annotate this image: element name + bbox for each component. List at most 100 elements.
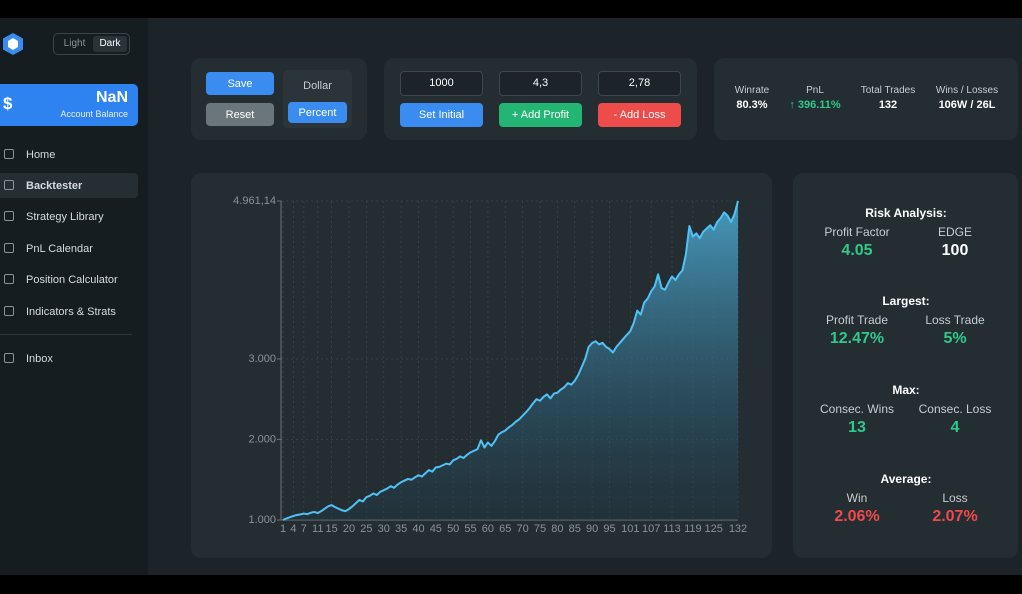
- risk-value: 2.07%: [932, 508, 978, 525]
- nav-icon: [4, 353, 14, 363]
- nav-icon: [4, 274, 14, 284]
- stat-value: 132: [878, 99, 898, 111]
- nav-item[interactable]: Backtester: [0, 173, 138, 198]
- stat-label: Total Trades: [860, 85, 916, 96]
- x-tick-label: 4: [290, 523, 296, 535]
- equity-area: [283, 201, 738, 520]
- x-tick-label: 55: [464, 523, 476, 535]
- x-tick-label: 101: [621, 523, 639, 535]
- nav-item[interactable]: Inbox: [26, 352, 53, 365]
- nav-item[interactable]: Indicators & Strats: [26, 305, 116, 318]
- risk-label: Consec. Wins: [819, 402, 895, 416]
- bottom-bar: [0, 575, 1022, 594]
- toggle-light[interactable]: Light: [63, 38, 86, 49]
- risk-title: Max:: [892, 383, 920, 397]
- trade-button[interactable]: Set Initial: [400, 103, 483, 127]
- nav-item[interactable]: Home: [26, 148, 56, 161]
- nav-item[interactable]: Position Calculator: [26, 273, 118, 286]
- risk-label: Profit Factor: [824, 225, 890, 239]
- x-tick-label: 30: [378, 523, 390, 535]
- x-tick-label: 95: [603, 523, 615, 535]
- x-tick-label: 75: [534, 523, 546, 535]
- risk-label: Consec. Loss: [918, 402, 992, 416]
- risk-label: Loss: [942, 491, 968, 505]
- risk-title: Largest:: [882, 294, 930, 308]
- risk-value: 4.05: [841, 242, 873, 259]
- nav-divider: [0, 334, 132, 335]
- sidebar: Light Dark $ NaN Account Balance: [0, 18, 148, 575]
- unit-toggle: Dollar Percent: [283, 70, 352, 128]
- stat-value: 106W / 26L: [938, 99, 996, 111]
- amount-input[interactable]: 1000: [400, 71, 483, 96]
- risk-value: 12.47%: [829, 330, 885, 347]
- risk-value: 13: [848, 419, 866, 436]
- x-tick-label: 7: [301, 523, 307, 535]
- amount-input[interactable]: 2,78: [598, 71, 681, 96]
- balance-value: NaN: [95, 89, 128, 106]
- x-tick-label: 50: [447, 523, 459, 535]
- dollar-option[interactable]: Dollar: [303, 80, 332, 92]
- nav-item[interactable]: PnL Calendar: [26, 242, 93, 255]
- x-tick-label: 119: [684, 523, 702, 535]
- x-tick-label: 85: [569, 523, 581, 535]
- stat-label: Winrate: [734, 85, 770, 96]
- risk-panel: [793, 173, 1018, 558]
- x-tick-label: 20: [343, 523, 355, 535]
- x-tick-label: 70: [517, 523, 529, 535]
- logo: [3, 33, 23, 55]
- save-button[interactable]: Save: [206, 72, 274, 95]
- y-tick-label: 1.000: [248, 514, 276, 526]
- x-tick-label: 1: [280, 523, 286, 535]
- x-tick-label: 80: [551, 523, 563, 535]
- nav-icon: [4, 180, 14, 190]
- y-tick-label: 2.000: [248, 433, 276, 445]
- risk-value: 5%: [943, 330, 967, 347]
- x-tick-label: 11: [312, 523, 323, 535]
- balance-symbol: $: [3, 94, 13, 113]
- x-tick-label: 40: [412, 523, 424, 535]
- save-panel: Save Reset Dollar Percent: [191, 58, 367, 140]
- x-tick-label: 15: [326, 523, 338, 535]
- risk-label: Profit Trade: [825, 313, 889, 327]
- percent-option[interactable]: Percent: [288, 102, 347, 123]
- nav-icon: [4, 306, 14, 316]
- stat-label: PnL: [806, 85, 824, 96]
- risk-title: Risk Analysis:: [865, 206, 947, 220]
- x-tick-label: 65: [499, 523, 511, 535]
- nav-item[interactable]: Strategy Library: [26, 210, 104, 223]
- x-tick-label: 35: [395, 523, 407, 535]
- equity-line: [282, 200, 739, 521]
- theme-toggle[interactable]: Light Dark: [53, 33, 130, 55]
- stat-value: 80.3%: [736, 99, 768, 111]
- x-tick-label: 90: [586, 523, 598, 535]
- risk-label: EDGE: [937, 225, 972, 239]
- risk-label: Win: [846, 491, 868, 505]
- x-tick-label: 113: [663, 523, 681, 535]
- stat-label: Wins / Losses: [935, 85, 999, 96]
- stat-value: ↑ 396.11%: [789, 99, 841, 111]
- risk-value: 100: [941, 242, 969, 259]
- x-tick-label: 25: [360, 523, 372, 535]
- x-tick-label: 60: [482, 523, 494, 535]
- trade-button[interactable]: + Add Profit: [499, 103, 582, 127]
- amount-input[interactable]: 4,3: [499, 71, 582, 96]
- x-tick-label: 132: [729, 523, 747, 535]
- x-tick-label: 107: [642, 523, 660, 535]
- risk-value: 4: [950, 419, 960, 436]
- risk-label: Loss Trade: [925, 313, 985, 327]
- risk-title: Average:: [880, 472, 932, 486]
- y-tick-label: 4.961,14: [233, 195, 276, 207]
- risk-value: 2.06%: [834, 508, 880, 525]
- nav-icon: [4, 211, 14, 221]
- trade-button[interactable]: - Add Loss: [598, 103, 681, 127]
- stats-panel: [714, 58, 1018, 140]
- y-tick-label: 3.000: [248, 353, 276, 365]
- toggle-dark[interactable]: Dark: [93, 36, 127, 52]
- balance-label: Account Balance: [60, 109, 128, 119]
- x-tick-label: 45: [430, 523, 442, 535]
- nav-icon: [4, 149, 14, 159]
- x-tick-label: 125: [705, 523, 723, 535]
- reset-button[interactable]: Reset: [206, 103, 274, 126]
